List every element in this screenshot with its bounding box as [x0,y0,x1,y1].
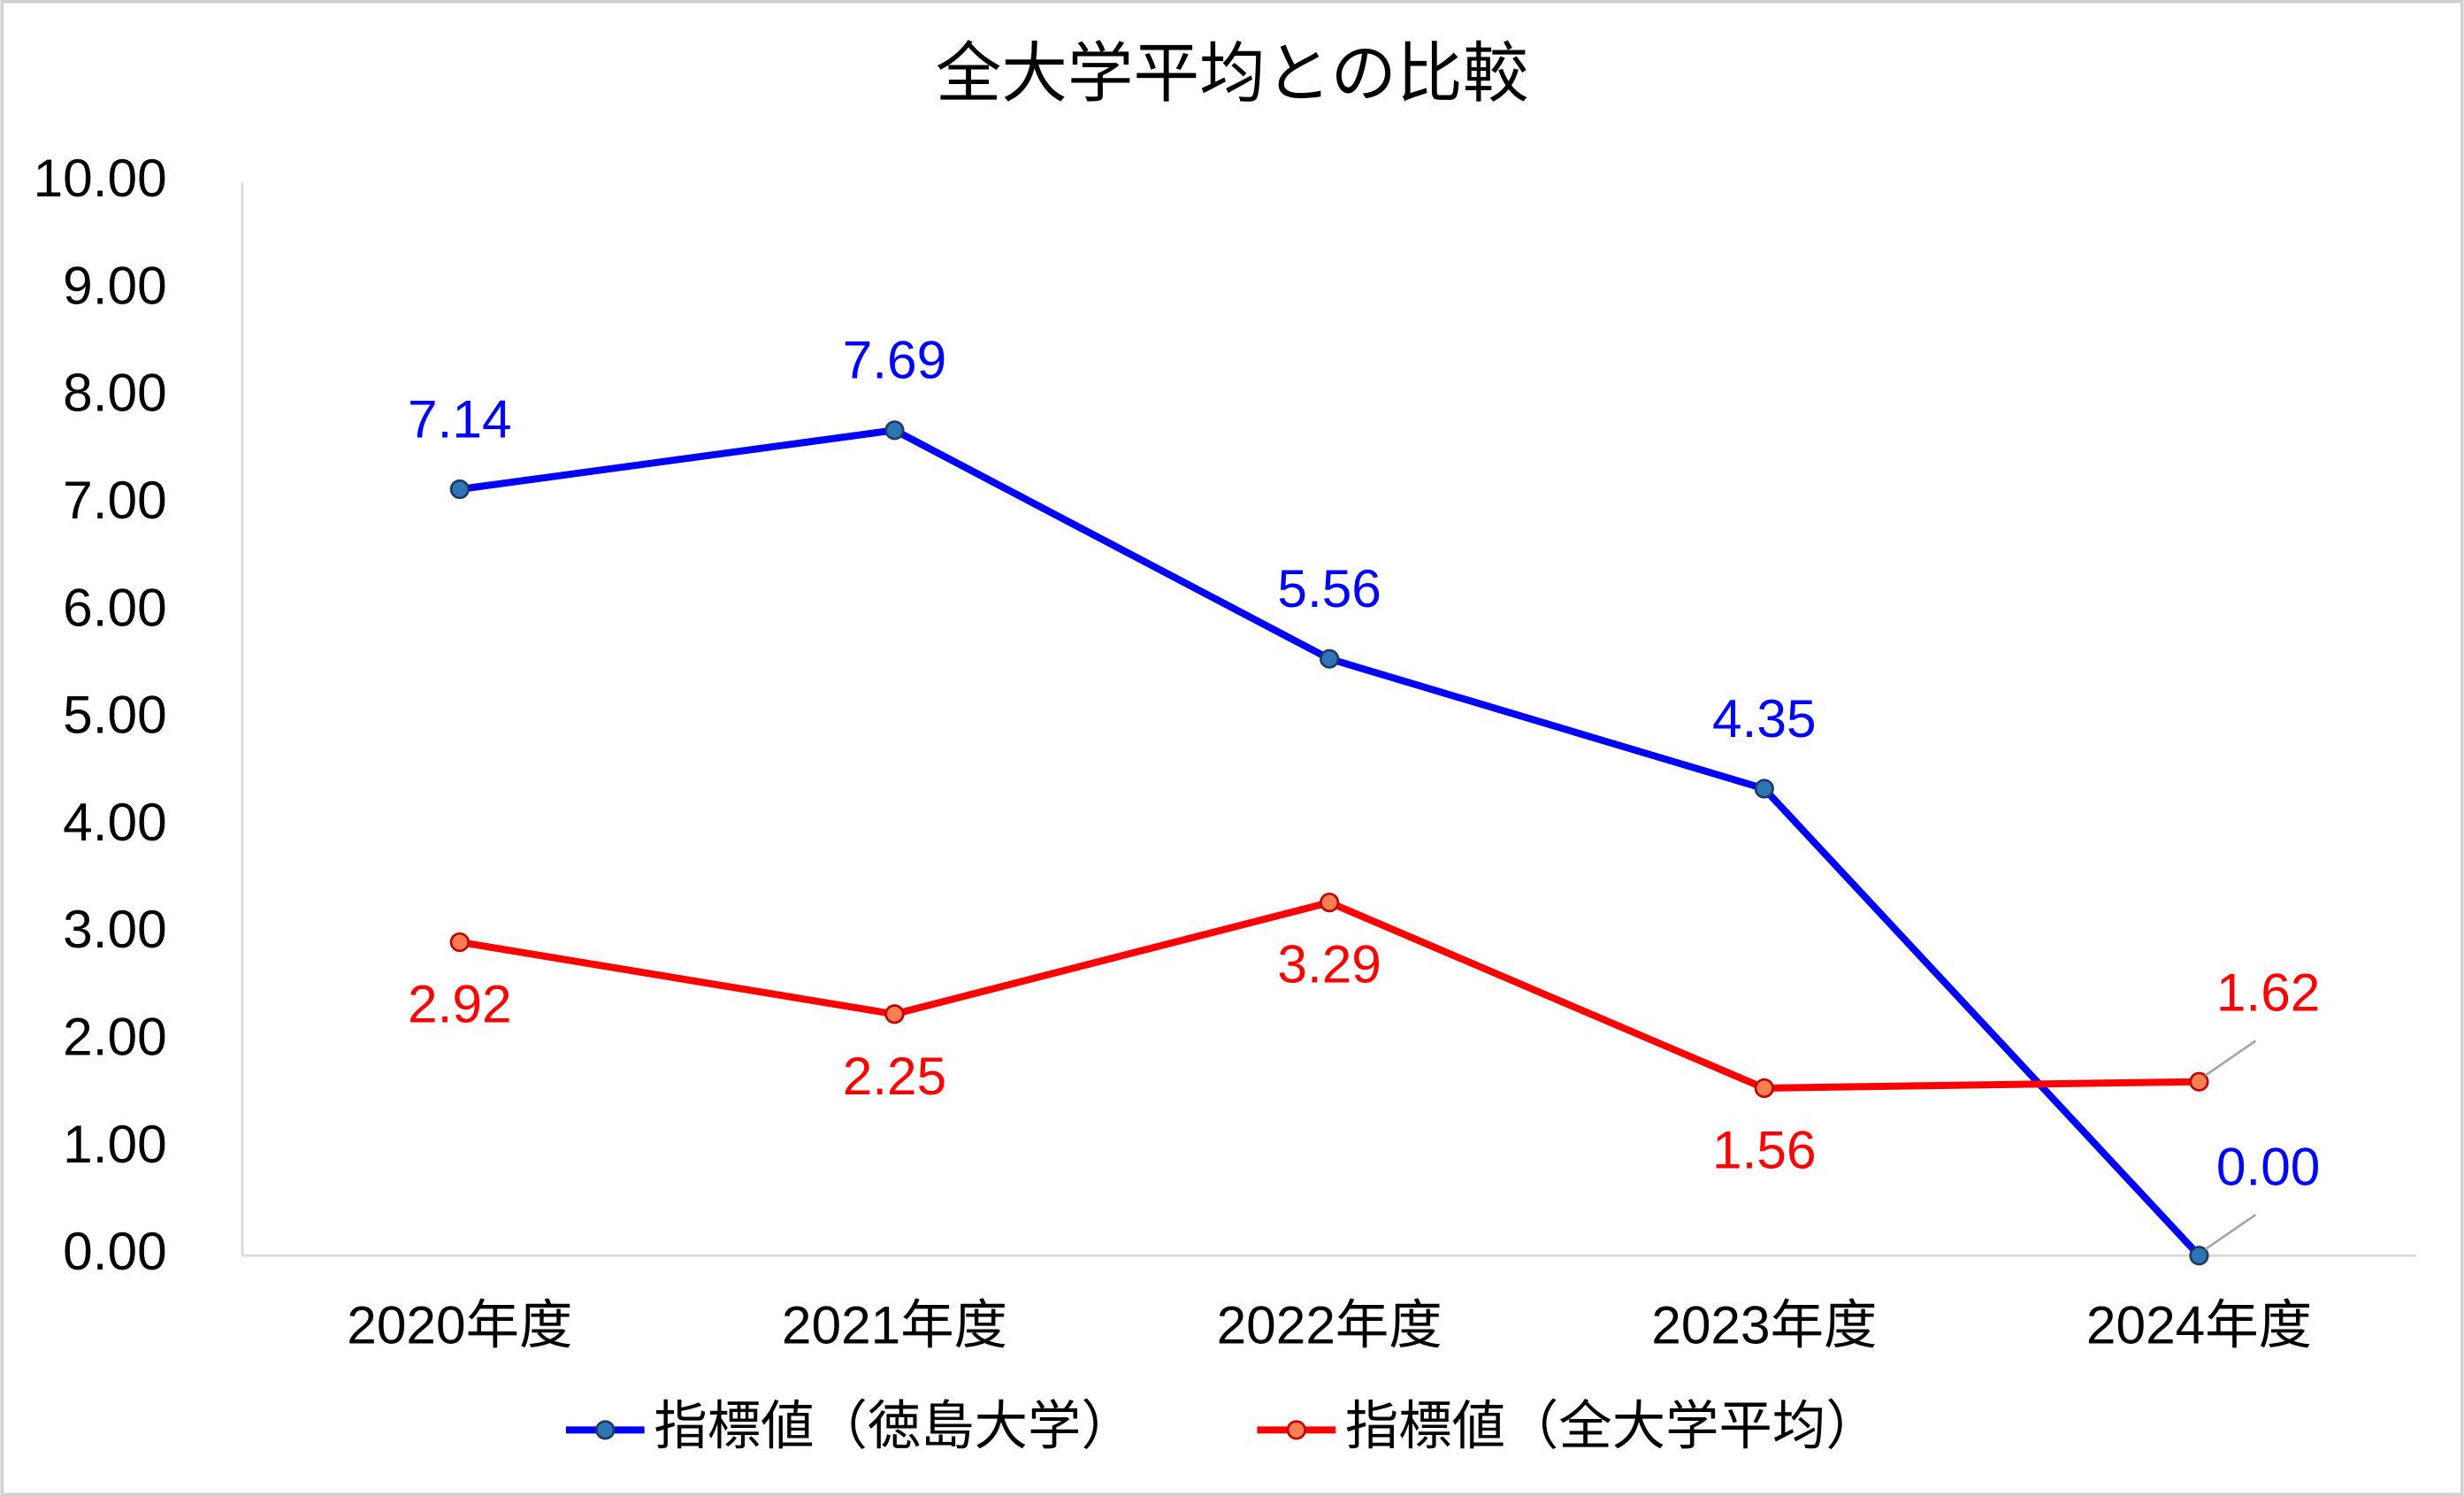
marker [1320,648,1340,669]
x-tick-label: 2024年度 [2086,1295,2312,1355]
legend-label: 指標値（全大学平均） [1345,1395,1879,1455]
y-tick-label: 10.00 [34,148,167,208]
x-tick-label: 2023年度 [1651,1295,1877,1355]
marker [2189,1071,2209,1092]
legend-label: 指標値（徳島大学） [654,1395,1134,1455]
marker [884,1004,905,1024]
x-tick-label: 2021年度 [782,1295,1007,1355]
data-label: 1.62 [2216,963,2321,1023]
data-label: 2.25 [843,1046,947,1106]
y-tick-label: 0.00 [63,1221,167,1281]
marker [449,932,470,953]
marker [2189,1246,2209,1266]
y-tick-label: 1.00 [63,1114,167,1174]
y-tick-label: 3.00 [63,899,167,959]
marker [884,420,905,441]
data-label: 7.14 [408,388,512,449]
chart-title: 全大学平均との比較 [936,36,1529,111]
data-label: 0.00 [2216,1136,2321,1196]
data-label: 2.92 [408,974,512,1034]
y-tick-label: 6.00 [63,577,167,637]
marker [1754,1078,1774,1099]
data-label: 4.35 [1712,688,1817,748]
data-label: 1.56 [1712,1120,1817,1180]
leader-line [2204,1213,2257,1251]
x-tick-label: 2020年度 [347,1295,572,1355]
marker [1320,892,1340,913]
leader-line [2204,1040,2257,1077]
y-tick-label: 5.00 [63,685,167,745]
data-label: 5.56 [1277,558,1381,618]
legend-marker [595,1420,616,1440]
x-tick-label: 2022年度 [1217,1295,1442,1355]
data-label: 3.29 [1277,934,1381,994]
y-tick-label: 2.00 [63,1007,167,1067]
y-tick-label: 4.00 [63,792,167,852]
y-tick-label: 9.00 [63,255,167,315]
marker [449,479,470,500]
data-label: 7.69 [843,330,947,390]
y-tick-label: 8.00 [63,363,167,423]
legend-marker [1286,1420,1306,1440]
marker [1754,779,1774,799]
y-tick-label: 7.00 [63,470,167,530]
